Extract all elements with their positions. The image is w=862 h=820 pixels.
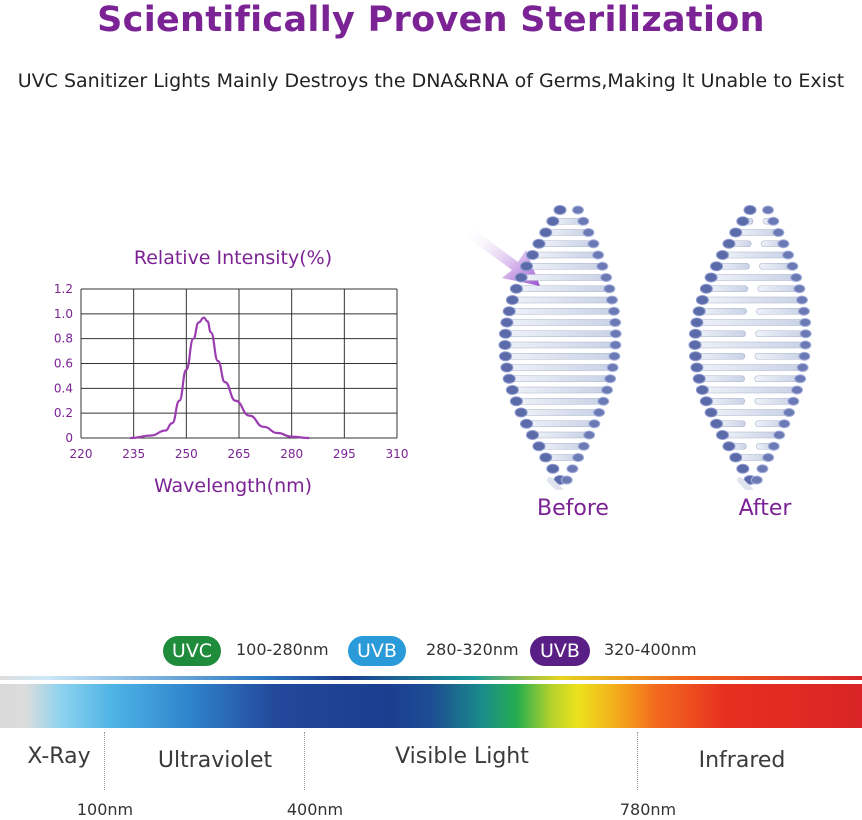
y-axis-ticks: 0 0.2 0.4 0.6 0.8 1.0 1.2 [54, 282, 73, 445]
y-tick-label: 0.2 [54, 406, 73, 420]
y-tick-label: 1.0 [54, 307, 73, 321]
label-100nm: 100nm [76, 800, 134, 819]
uv-legend: UVC 100-280nm UVB 280-320nm UVB 320-400n… [0, 628, 862, 668]
x-tick-label: 295 [333, 447, 356, 461]
x-axis-ticks: 220 235 250 265 280 295 310 [70, 447, 409, 461]
uva-range: 320-400nm [604, 640, 697, 659]
x-tick-label: 235 [122, 447, 145, 461]
x-axis-label: Wavelength(nm) [154, 475, 312, 497]
x-tick-label: 280 [280, 447, 303, 461]
band-xray: X-Ray [27, 744, 91, 769]
page-subtitle: UVC Sanitizer Lights Mainly Destroys the… [17, 70, 845, 92]
chart-grid [80, 288, 398, 439]
uvc-range: 100-280nm [236, 640, 329, 659]
uv-arrow-icon [466, 228, 540, 286]
spectrum-top-line [0, 676, 862, 680]
y-tick-label: 0 [65, 431, 73, 445]
series-line-uvc [130, 316, 310, 440]
uvb-badge: UVB [348, 636, 406, 666]
chart-title: Relative Intensity(%) [134, 247, 332, 269]
divider-400nm [304, 732, 305, 790]
page-title: Scientifically Proven Sterilization [97, 0, 765, 40]
y-tick-label: 0.6 [54, 357, 73, 371]
band-visible: Visible Light [395, 744, 529, 769]
after-label: After [738, 496, 792, 521]
uvb-range: 280-320nm [426, 640, 519, 659]
y-tick-label: 0.8 [54, 332, 73, 346]
uvc-badge: UVC [163, 636, 221, 666]
x-tick-label: 250 [175, 447, 198, 461]
intensity-chart: Relative Intensity(%) 0 0.2 0.4 0.6 0.8 1.0 1.… [54, 247, 409, 497]
before-label: Before [537, 496, 609, 521]
label-780nm: 780nm [619, 800, 677, 819]
dna-before-icon [498, 205, 622, 490]
dna-after-icon [688, 205, 812, 490]
x-tick-label: 265 [228, 447, 251, 461]
spectrum-bar [0, 684, 862, 728]
divider-780nm [637, 732, 638, 790]
y-tick-label: 0.4 [54, 381, 73, 395]
label-400nm: 400nm [286, 800, 344, 819]
x-tick-label: 310 [386, 447, 409, 461]
band-infrared: Infrared [698, 748, 786, 773]
x-tick-label: 220 [70, 447, 93, 461]
uva-badge: UVB [530, 636, 590, 666]
divider-100nm [104, 732, 105, 790]
dna-illustration [466, 205, 812, 490]
y-tick-label: 1.2 [54, 282, 73, 296]
band-ultraviolet: Ultraviolet [157, 748, 273, 773]
